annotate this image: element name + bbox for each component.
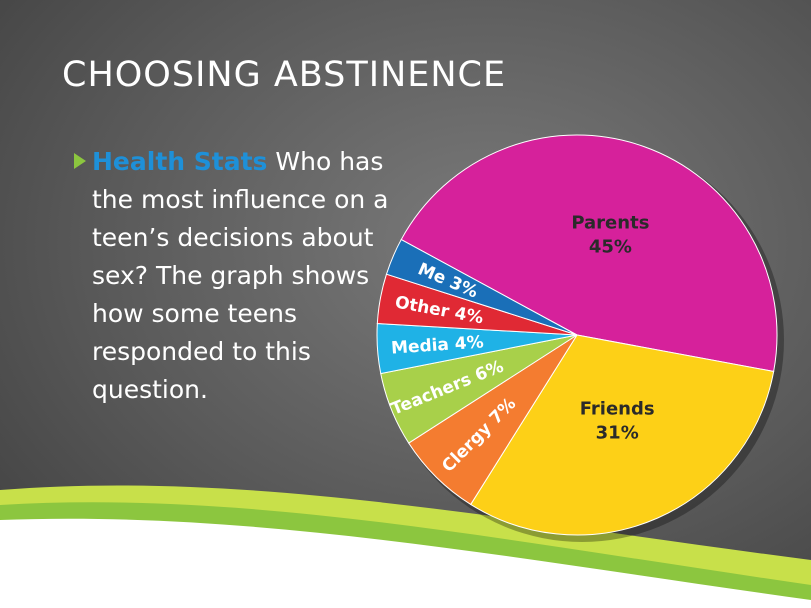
pie-slice (400, 134, 778, 373)
slice-value: 45% (589, 237, 632, 258)
slide-title: CHOOSING ABSTINENCE (62, 55, 507, 95)
swoosh (0, 518, 811, 608)
pie-slice (470, 334, 775, 536)
slice-category: Parents (571, 213, 649, 234)
bullet-body: Who has the most influence on a teen’s d… (92, 147, 389, 404)
slice-label: Friends 31% (580, 399, 655, 444)
slice-label: Media 4% (390, 332, 484, 358)
bullet-icon (74, 153, 86, 169)
slice-value: 4% (454, 332, 484, 354)
slice-category: Friends (580, 399, 655, 420)
slice-label: Parents 45% (571, 213, 649, 258)
pie-slice (385, 238, 578, 336)
bullet-text: Health Stats Who has the most influence … (92, 143, 392, 409)
slice-value: 31% (596, 423, 639, 444)
bullet-lead: Health Stats (92, 147, 268, 176)
slice-category: Media (390, 335, 449, 359)
